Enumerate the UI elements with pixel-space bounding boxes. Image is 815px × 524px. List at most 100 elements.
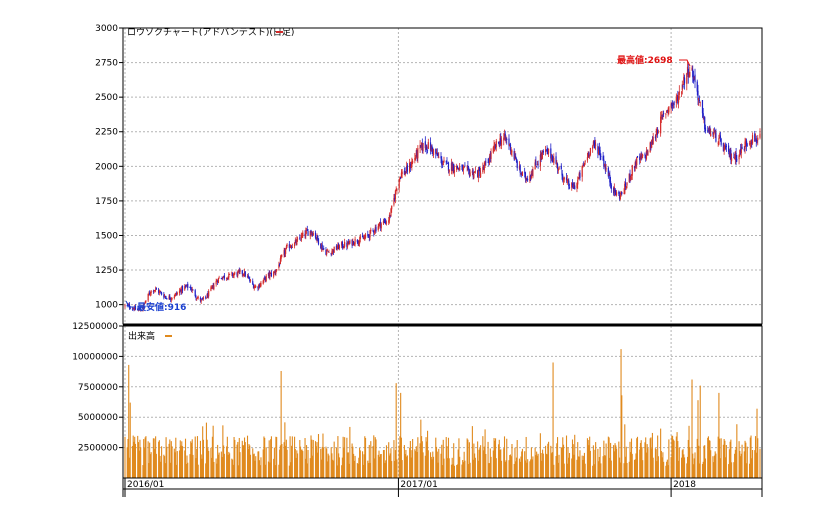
candle-body xyxy=(398,178,400,189)
candle-body xyxy=(332,249,335,253)
candle-body xyxy=(672,103,674,105)
candle-body xyxy=(587,152,589,158)
volume-bar xyxy=(137,442,139,478)
candle-body xyxy=(370,229,372,232)
volume-bar xyxy=(551,453,553,478)
volume-bar xyxy=(181,446,184,478)
candle-body xyxy=(646,152,648,155)
volume-bar xyxy=(391,461,393,478)
volume-bar xyxy=(436,451,438,478)
candle-body xyxy=(300,235,302,241)
volume-bar xyxy=(265,447,267,478)
volume-bar xyxy=(474,457,476,478)
candle-body xyxy=(447,162,450,171)
volume-bar xyxy=(713,455,715,478)
candle-body xyxy=(290,246,293,248)
candle-body xyxy=(259,285,261,287)
candle-body xyxy=(748,143,751,145)
volume-bar xyxy=(553,464,555,478)
candle-body xyxy=(735,152,737,161)
candle-body xyxy=(532,169,534,177)
candle-body xyxy=(347,242,349,247)
volume-bar xyxy=(218,452,220,478)
volume-bar xyxy=(484,429,486,478)
candle-body xyxy=(521,171,524,176)
volume-bar xyxy=(668,439,670,478)
candle-body xyxy=(600,156,602,157)
volume-bar xyxy=(331,453,333,478)
volume-bar xyxy=(176,451,178,478)
volume-bar xyxy=(138,450,140,478)
volume-bar xyxy=(477,441,479,478)
candle-body xyxy=(438,156,440,158)
chart-frame xyxy=(122,27,763,497)
candle-body xyxy=(285,249,287,254)
volume-bar xyxy=(330,447,332,478)
candle-body xyxy=(132,308,134,310)
volume-bar xyxy=(222,425,224,478)
candle-body xyxy=(142,307,144,312)
candle-body xyxy=(488,156,491,163)
volume-bar xyxy=(199,440,202,478)
candle-body xyxy=(293,242,296,247)
candle-body xyxy=(155,288,157,290)
candle-body xyxy=(441,158,443,165)
candle-body xyxy=(356,239,358,243)
candle-body xyxy=(241,270,243,275)
candle-body xyxy=(504,133,506,139)
volume-bar xyxy=(505,460,507,478)
candle-body xyxy=(687,68,689,78)
volume-bar xyxy=(388,455,391,478)
candle-body xyxy=(243,275,245,277)
volume-bar xyxy=(697,400,699,478)
volume-bar xyxy=(320,459,323,478)
candle-body xyxy=(190,289,193,291)
volume-bar xyxy=(500,460,503,478)
volume-bar xyxy=(545,453,547,478)
volume-bar xyxy=(393,440,395,478)
volume-bar xyxy=(196,436,199,478)
candle-body xyxy=(468,169,470,176)
volume-bar xyxy=(499,449,501,478)
candle-body xyxy=(754,138,757,140)
volume-bar xyxy=(365,437,367,478)
candle-body xyxy=(738,155,740,160)
candle-body xyxy=(169,296,171,300)
volume-bar xyxy=(217,454,219,478)
candle-body xyxy=(756,140,758,142)
candle-body xyxy=(540,153,542,158)
volume-bar xyxy=(252,454,255,478)
candle-body xyxy=(463,166,465,168)
volume-bar xyxy=(253,453,255,478)
volume-bar xyxy=(626,463,628,478)
volume-bar xyxy=(719,438,721,478)
candle-body xyxy=(406,165,408,172)
candle-body xyxy=(574,185,576,190)
candle-body xyxy=(469,172,471,177)
volume-bar xyxy=(483,450,485,478)
candle-body xyxy=(484,162,486,166)
candle-body xyxy=(279,258,281,265)
volume-bar xyxy=(161,446,163,478)
volume-bar xyxy=(532,456,534,478)
volume-bar xyxy=(691,379,693,478)
volume-bar xyxy=(275,436,277,478)
candle-body xyxy=(252,281,254,285)
candle-body xyxy=(363,237,365,240)
volume-bar xyxy=(264,464,266,478)
volume-bar xyxy=(740,453,742,478)
volume-bar xyxy=(489,463,491,478)
volume-bar xyxy=(744,440,746,478)
volume-bar xyxy=(662,452,664,478)
volume-bar xyxy=(211,436,213,478)
candle-body xyxy=(511,151,513,153)
volume-bar xyxy=(195,458,197,478)
volume-bar xyxy=(305,458,307,478)
volume-bar xyxy=(171,446,173,478)
candle-body xyxy=(725,146,727,147)
volume-bar xyxy=(696,438,698,478)
candle-body xyxy=(291,246,293,248)
candle-body xyxy=(420,145,422,147)
candle-body xyxy=(358,240,361,244)
volume-bar xyxy=(550,445,552,478)
